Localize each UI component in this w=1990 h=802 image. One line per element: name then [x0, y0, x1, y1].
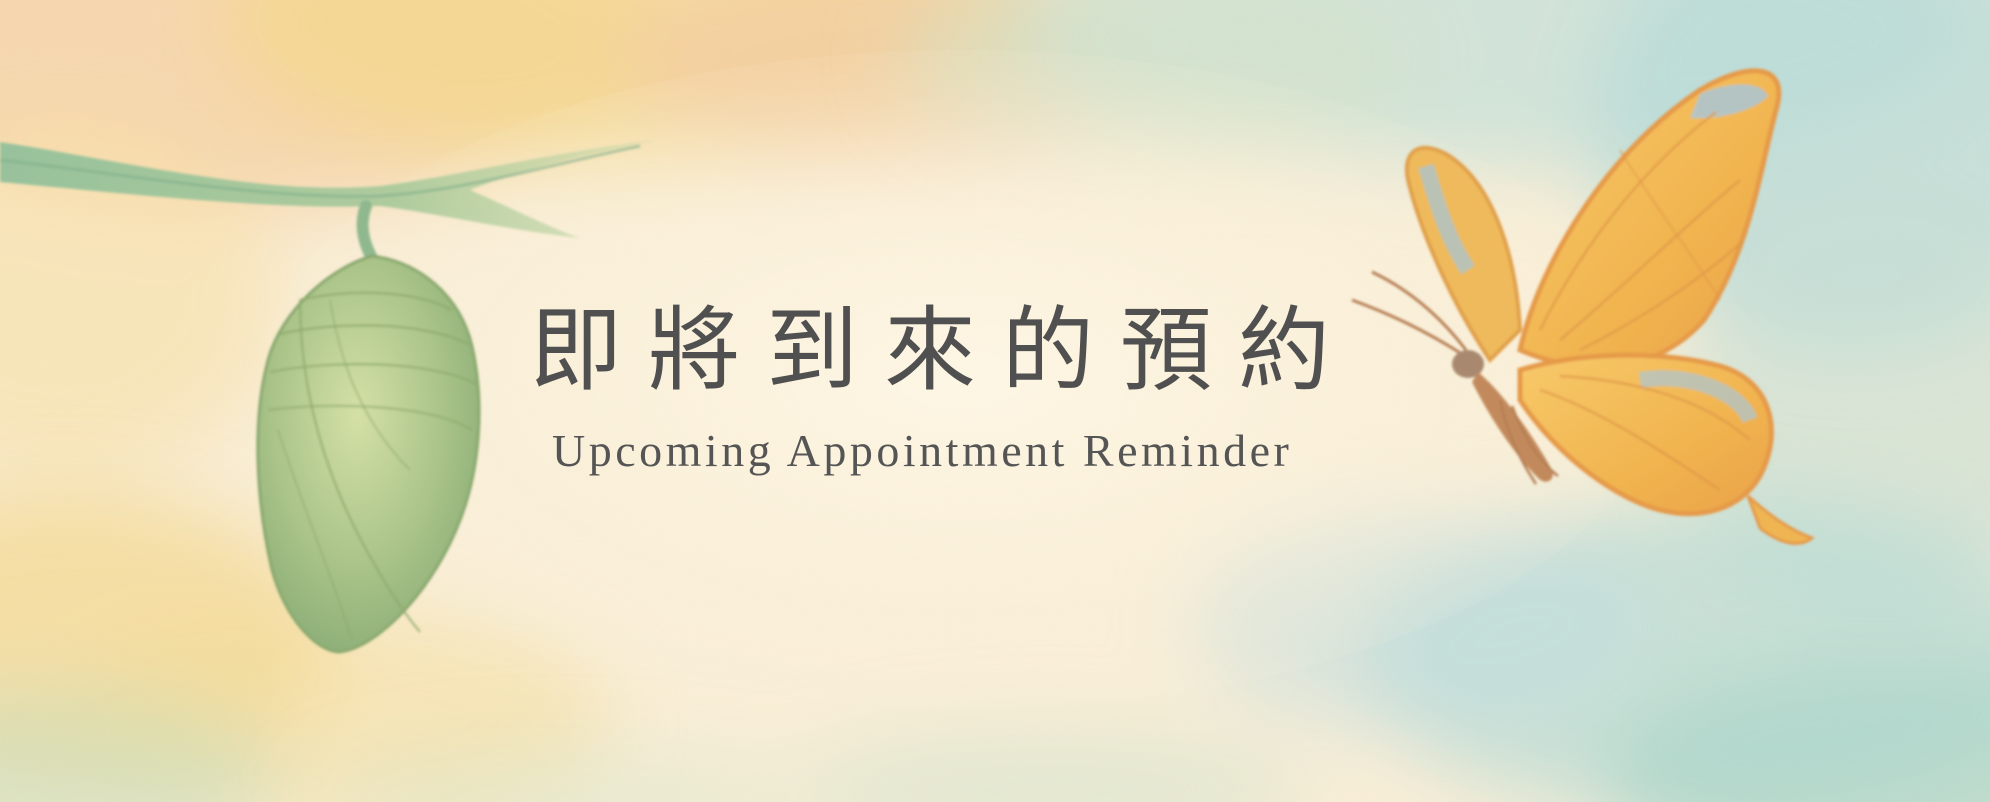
title-chinese: 即將到來的預約 [530, 297, 1357, 404]
chrysalis-icon [256, 200, 481, 654]
butterfly-icon [1351, 68, 1815, 545]
title-english: Upcoming Appointment Reminder [552, 425, 1293, 477]
branch-icon [0, 140, 660, 238]
title-block: 即將到來的預約 Upcoming Appointment Reminder [530, 300, 1370, 478]
